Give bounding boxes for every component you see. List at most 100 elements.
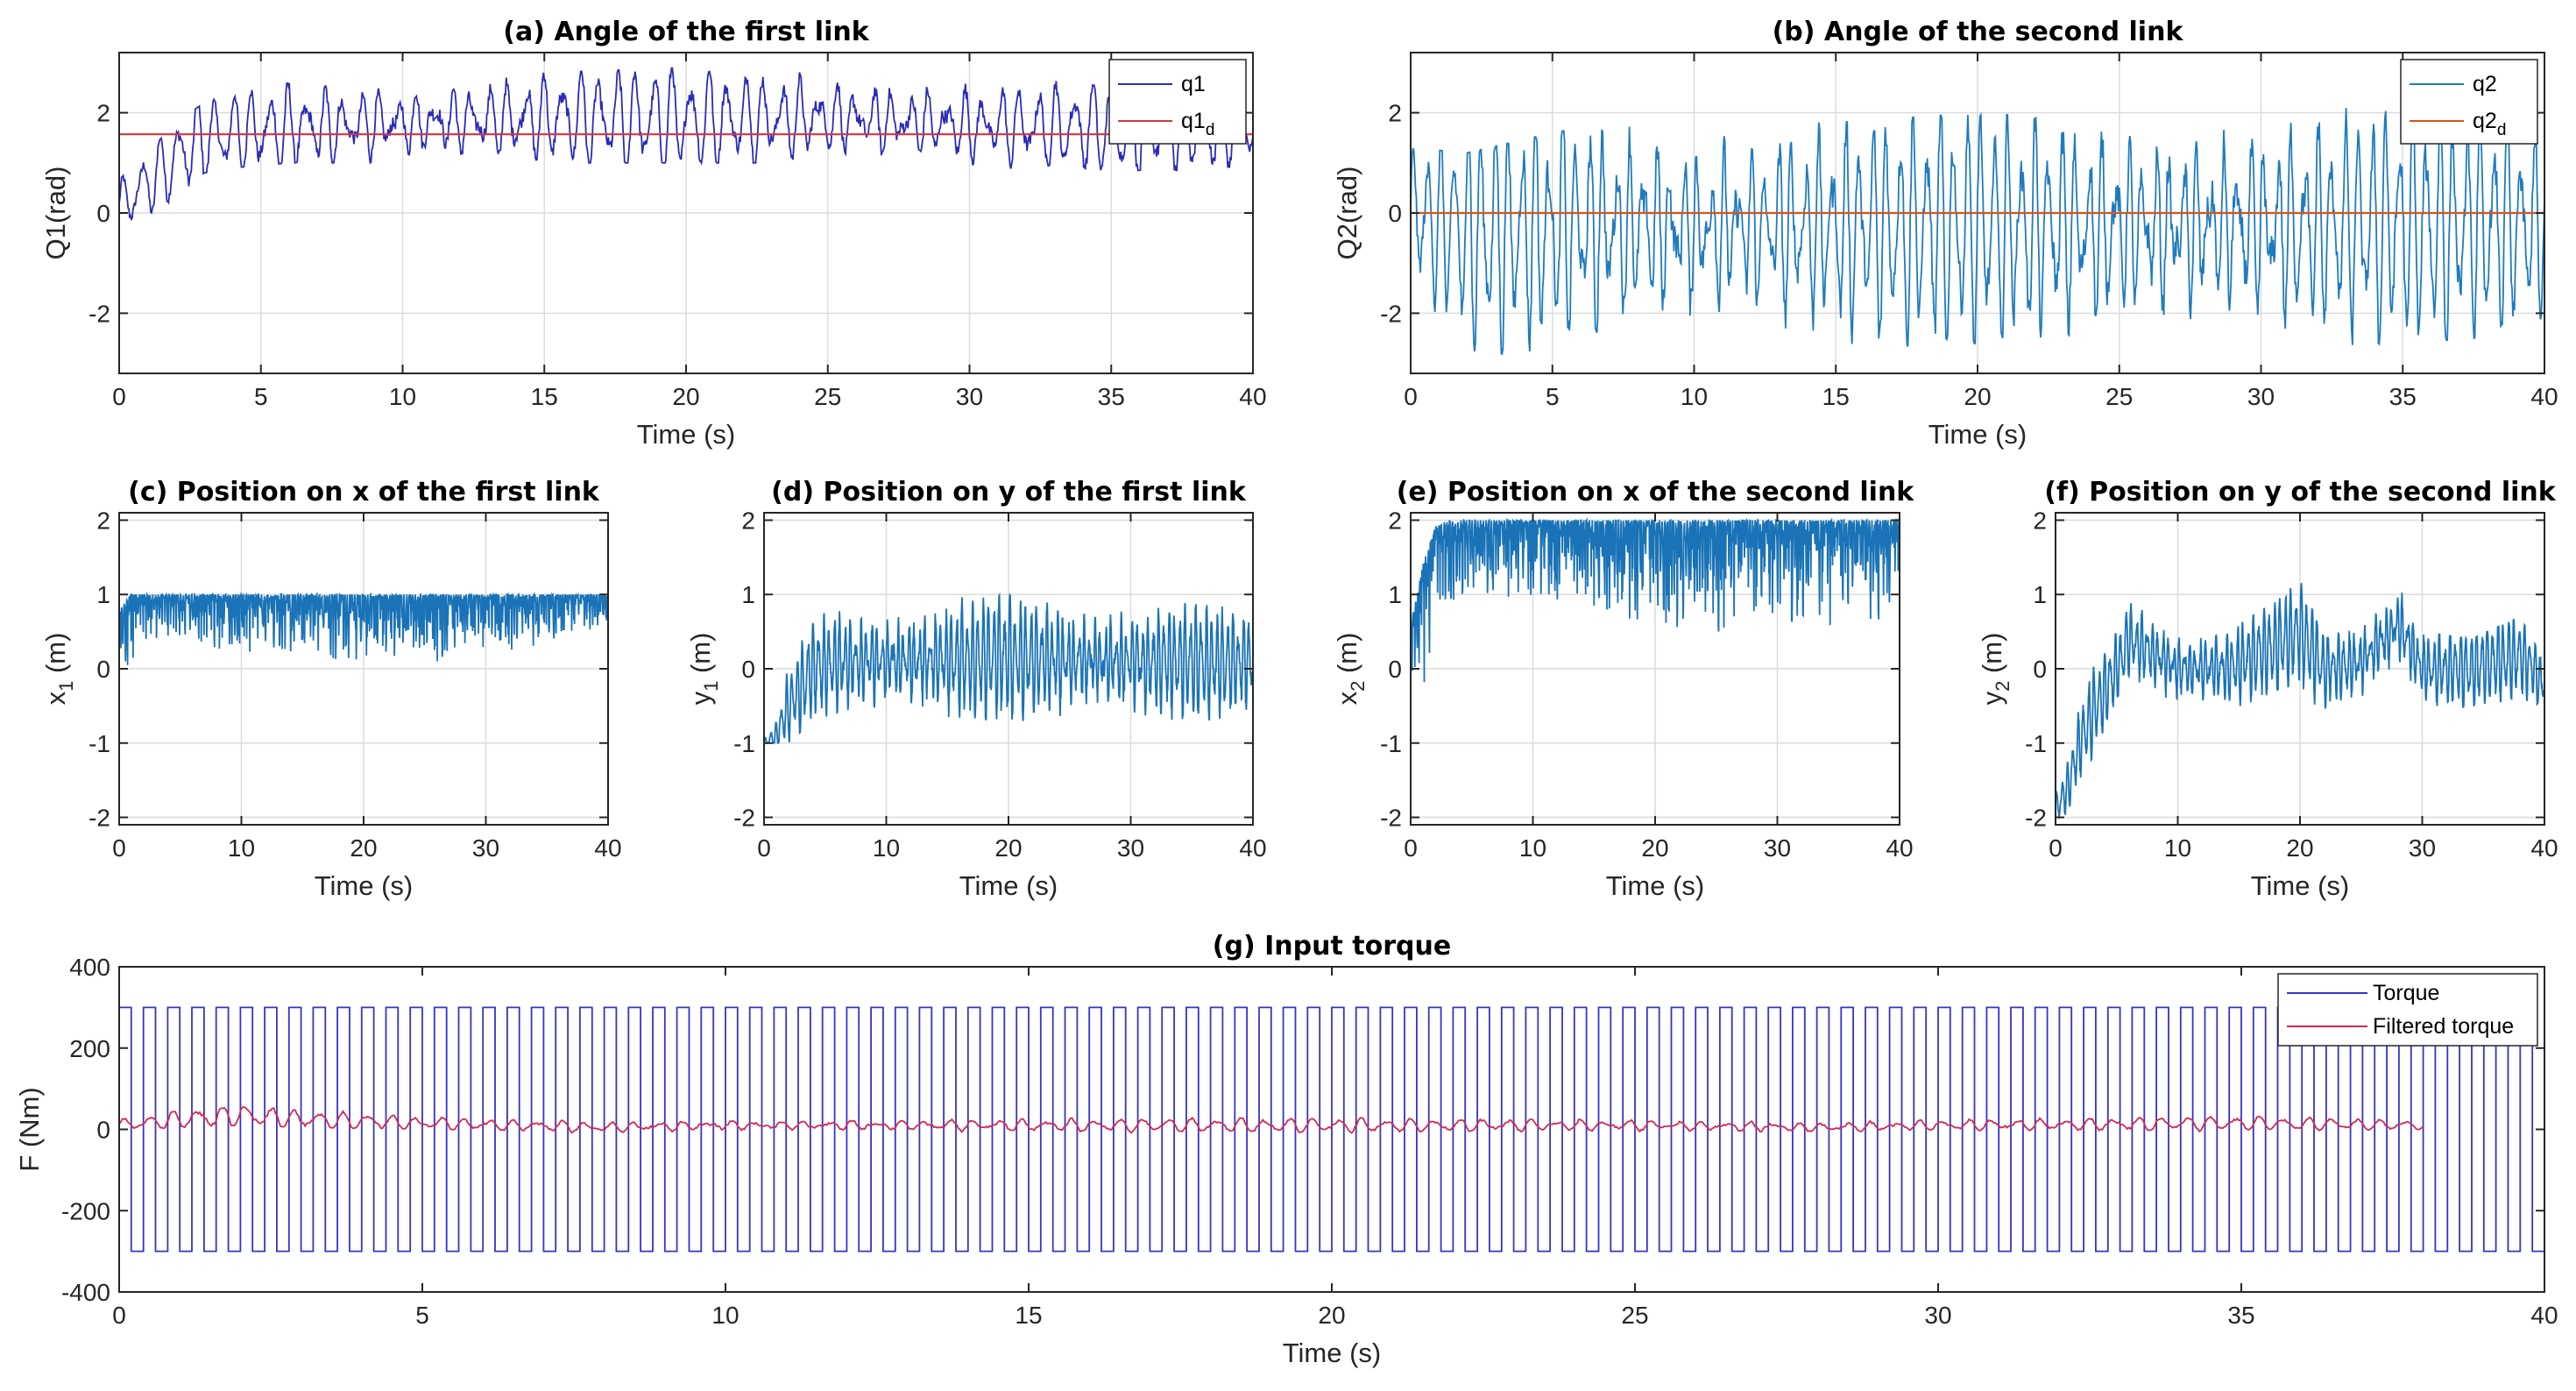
x-tick-label: 30 [1764,834,1791,862]
legend-entry-label: q1 [1181,109,1206,133]
y-axis-label-unit: (m) [1977,633,2007,681]
series-line-g-1 [119,1106,2424,1134]
series-line-d-0 [764,593,1253,744]
x-axis-label: Time (s) [315,870,414,901]
x-tick-label: 40 [2530,1302,2558,1329]
x-tick-label: 20 [672,383,699,410]
x-tick-label: 40 [2530,383,2558,410]
y-axis-label: y2 (m) [1977,633,2013,706]
y-tick-label: 0 [96,200,110,227]
y-axis-label-main: x [1332,691,1362,705]
y-tick-label: 2 [96,507,110,534]
x-tick-label: 40 [594,834,621,862]
legend-entry-label: q2 [2473,72,2497,96]
y-tick-label: 2 [1388,507,1402,534]
y-axis-label: y1 (m) [685,633,722,706]
subplot-c: 0 10 20 30 40 -2 -1 0 1 2 (c) Position on x of the… [40,477,622,901]
series-line-e-0 [1411,517,1900,683]
x-tick-label: 20 [1318,1302,1345,1329]
y-tick-label: 1 [96,581,110,608]
legend-entry-sub: d [2497,121,2507,139]
legend-entry: Filtered torque [2373,1014,2514,1039]
series-line-f-0 [2056,583,2544,819]
x-axis-label: Time (s) [2251,870,2350,901]
x-tick-label: 0 [112,383,126,410]
x-tick-label: 30 [1117,834,1144,862]
y-tick-label: -2 [2025,805,2047,832]
x-tick-label: 30 [1924,1302,1951,1329]
y-axis-label-sub: 2 [1347,681,1369,692]
y-axis-label-unit: (m) [1332,633,1362,681]
legend-entry-label: Filtered torque [2373,1014,2514,1039]
y-tick-label: -2 [733,805,755,832]
x-tick-label: 10 [389,383,416,410]
x-axis-label: Time (s) [1283,1338,1382,1368]
y-tick-label: -1 [1380,730,1402,757]
y-axis-label-unit: (m) [685,633,716,681]
x-tick-label: 30 [2409,834,2436,862]
series-line-a-0 [119,67,1253,222]
legend-entry: q1 [1181,72,1206,96]
y-tick-label: 200 [69,1035,110,1062]
y-tick-label: 0 [96,1117,110,1144]
y-axis-label-main: Q1(rad) [40,167,71,260]
subplot-g: 0 5 10 15 20 25 30 35 40 -400 -200 0 200 400 (g) Input… [14,931,2558,1368]
subplot-a: 0 5 10 15 20 25 30 35 40 -2 0 2 (a) Angle of the fir… [40,17,1267,450]
y-axis-label: F (Nm) [14,1087,45,1171]
y-tick-label: 2 [2033,507,2047,534]
x-tick-label: 40 [1239,834,1266,862]
subplot-d: 0 10 20 30 40 -2 -1 0 1 2 (d) Position on y of the… [685,477,1267,901]
x-axis-label: Time (s) [959,870,1058,901]
y-tick-label: -2 [1380,300,1402,327]
x-tick-label: 0 [2049,834,2063,862]
y-tick-label: 2 [1388,100,1402,127]
legend: Torque Filtered torque [2277,973,2538,1047]
y-axis-label-main: y [685,691,716,705]
legend-entry: q1d [1181,109,1214,139]
y-tick-label: 0 [741,656,755,683]
y-tick-label: 1 [1388,581,1402,608]
plot-title: (c) Position on x of the first link [128,477,600,507]
y-tick-label: 1 [2033,581,2047,608]
x-tick-label: 40 [1239,383,1266,410]
legend-entry: Torque [2373,981,2439,1005]
plot-title: (a) Angle of the first link [503,17,869,47]
y-tick-label: -1 [733,730,755,757]
x-tick-label: 20 [350,834,377,862]
x-axis-label: Time (s) [1606,870,1705,901]
x-tick-label: 30 [472,834,499,862]
legend-box [2277,973,2538,1047]
x-tick-label: 15 [1822,383,1850,410]
y-tick-label: -2 [88,805,110,832]
y-tick-label: -200 [61,1197,110,1224]
subplot-b: 0 5 10 15 20 25 30 35 40 -2 0 2 (b) Angle of the sec… [1332,17,2558,450]
x-tick-label: 0 [112,834,126,862]
legend-entry: q2d [2473,109,2506,139]
y-axis-label: Q1(rad) [40,167,71,260]
y-axis-label: x2 (m) [1332,633,1369,706]
x-tick-label: 10 [1519,834,1546,862]
y-axis-label-sub: 2 [1992,681,2013,692]
y-tick-label: 0 [1388,656,1402,683]
legend-box [1108,59,1247,145]
x-tick-label: 40 [2530,834,2558,862]
y-axis-label-main: F (Nm) [14,1087,45,1171]
y-axis-label: x1 (m) [40,633,77,706]
x-tick-label: 20 [994,834,1022,862]
x-tick-label: 20 [1964,383,1991,410]
legend-entry-label: Torque [2373,981,2439,1005]
y-axis-label-main: x [40,691,71,705]
x-tick-label: 40 [1886,834,1913,862]
plot-title: (g) Input torque [1213,931,1451,962]
y-tick-label: 0 [2033,656,2047,683]
y-tick-label: 0 [1388,200,1402,227]
plot-title: (f) Position on y of the second link [2044,477,2556,507]
legend: q2 q2d [2400,59,2538,145]
series-line-b-0 [1411,108,2544,355]
y-tick-label: -1 [88,730,110,757]
x-tick-label: 20 [1641,834,1668,862]
y-tick-label: 2 [741,507,755,534]
x-tick-label: 30 [956,383,983,410]
y-tick-label: -2 [1380,805,1402,832]
